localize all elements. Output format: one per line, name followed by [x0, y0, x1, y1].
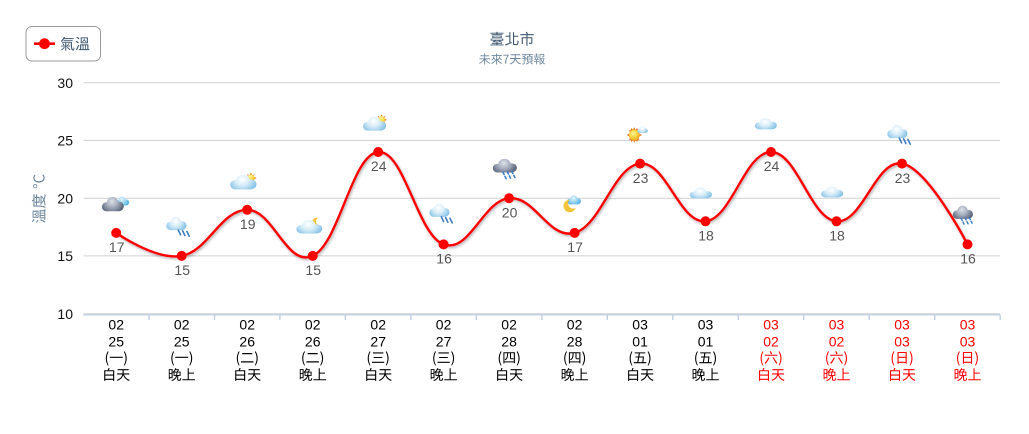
svg-text:02: 02 — [108, 316, 124, 332]
svg-text:18: 18 — [829, 228, 845, 244]
svg-text:01: 01 — [698, 333, 714, 349]
svg-text:24: 24 — [371, 158, 387, 174]
svg-text:28: 28 — [501, 333, 517, 349]
svg-text:16: 16 — [436, 251, 452, 267]
svg-text:02: 02 — [239, 316, 255, 332]
svg-text:24: 24 — [764, 158, 780, 174]
svg-text:02: 02 — [305, 316, 321, 332]
svg-text:15: 15 — [305, 262, 321, 278]
svg-text:02: 02 — [829, 333, 845, 349]
svg-text:18: 18 — [698, 228, 714, 244]
svg-text:19: 19 — [240, 216, 256, 232]
svg-text:02: 02 — [763, 333, 779, 349]
svg-text:27: 27 — [370, 333, 386, 349]
svg-text:01: 01 — [632, 333, 648, 349]
svg-text:02: 02 — [370, 316, 386, 332]
svg-text:17: 17 — [109, 239, 125, 255]
svg-text:20: 20 — [57, 190, 73, 206]
svg-text:03: 03 — [960, 316, 976, 332]
svg-text:26: 26 — [239, 333, 255, 349]
svg-text:15: 15 — [57, 248, 73, 264]
svg-text:03: 03 — [894, 333, 910, 349]
svg-text:02: 02 — [567, 316, 583, 332]
svg-text:03: 03 — [763, 316, 779, 332]
svg-text:03: 03 — [960, 333, 976, 349]
svg-text:20: 20 — [502, 204, 518, 220]
svg-text:10: 10 — [57, 306, 73, 322]
svg-text:23: 23 — [633, 170, 649, 186]
svg-text:27: 27 — [436, 333, 452, 349]
svg-text:02: 02 — [436, 316, 452, 332]
svg-text:02: 02 — [501, 316, 517, 332]
svg-text:16: 16 — [960, 251, 976, 267]
svg-text:02: 02 — [174, 316, 190, 332]
svg-text:03: 03 — [632, 316, 648, 332]
svg-text:23: 23 — [895, 170, 911, 186]
svg-text:30: 30 — [57, 75, 73, 91]
svg-text:26: 26 — [305, 333, 321, 349]
svg-text:03: 03 — [829, 316, 845, 332]
svg-text:15: 15 — [174, 262, 190, 278]
svg-text:28: 28 — [567, 333, 583, 349]
svg-text:25: 25 — [57, 133, 73, 149]
svg-text:03: 03 — [698, 316, 714, 332]
svg-text:25: 25 — [108, 333, 124, 349]
svg-text:25: 25 — [174, 333, 190, 349]
svg-text:03: 03 — [894, 316, 910, 332]
svg-text:17: 17 — [567, 239, 583, 255]
